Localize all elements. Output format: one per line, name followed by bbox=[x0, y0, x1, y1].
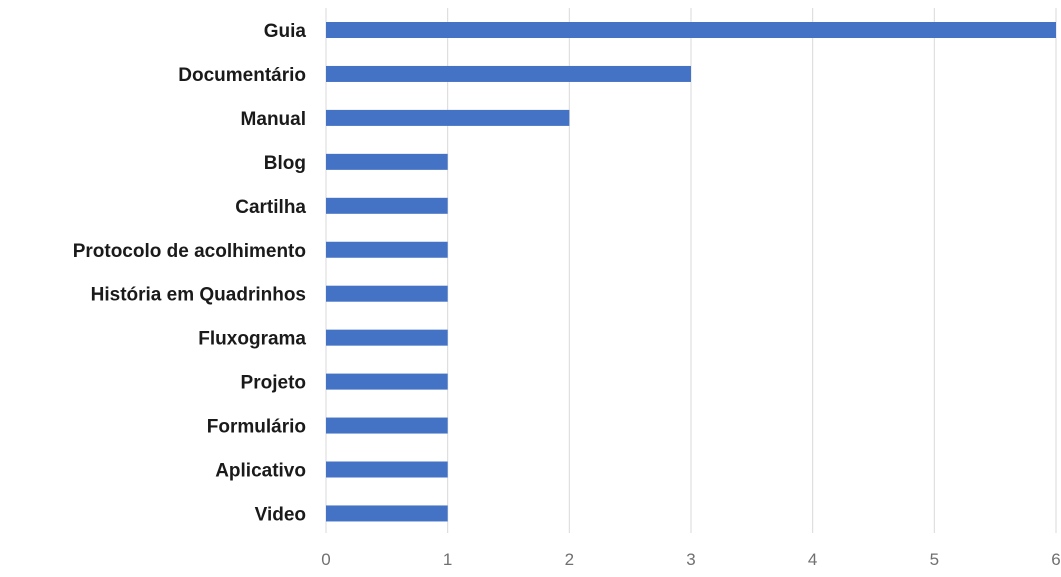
bar bbox=[326, 330, 448, 346]
bar bbox=[326, 462, 448, 478]
category-label: Video bbox=[255, 504, 306, 525]
category-label: Protocolo de acolhimento bbox=[73, 241, 306, 262]
category-label: Formulário bbox=[207, 417, 306, 438]
x-axis-tick-labels: 0 1 2 3 4 5 6 bbox=[321, 550, 1060, 569]
bar bbox=[326, 154, 448, 170]
category-label: Projeto bbox=[241, 373, 306, 394]
bar bbox=[326, 110, 569, 126]
category-label: Cartilha bbox=[235, 197, 306, 218]
x-tick-label: 4 bbox=[808, 550, 817, 569]
x-tick-label: 5 bbox=[930, 550, 939, 569]
category-label: Manual bbox=[241, 109, 306, 130]
bar bbox=[326, 66, 691, 82]
bar bbox=[326, 286, 448, 302]
category-label: História em Quadrinhos bbox=[91, 285, 306, 306]
grid-lines bbox=[326, 8, 1056, 533]
category-label: Fluxograma bbox=[198, 329, 306, 350]
bar bbox=[326, 418, 448, 434]
category-label: Guia bbox=[264, 21, 307, 42]
bar bbox=[326, 242, 448, 258]
category-label: Aplicativo bbox=[215, 461, 306, 482]
category-labels: Guia Documentário Manual Blog Cartilha Protoc… bbox=[73, 21, 307, 525]
category-label: Blog bbox=[264, 153, 306, 174]
bar bbox=[326, 198, 448, 214]
bar bbox=[326, 505, 448, 521]
category-label: Documentário bbox=[178, 65, 306, 86]
x-tick-label: 3 bbox=[686, 550, 695, 569]
x-tick-label: 2 bbox=[565, 550, 574, 569]
x-tick-label: 1 bbox=[443, 550, 452, 569]
bar bbox=[326, 374, 448, 390]
bar bbox=[326, 22, 1056, 38]
x-tick-label: 0 bbox=[321, 550, 330, 569]
x-tick-label: 6 bbox=[1051, 550, 1060, 569]
